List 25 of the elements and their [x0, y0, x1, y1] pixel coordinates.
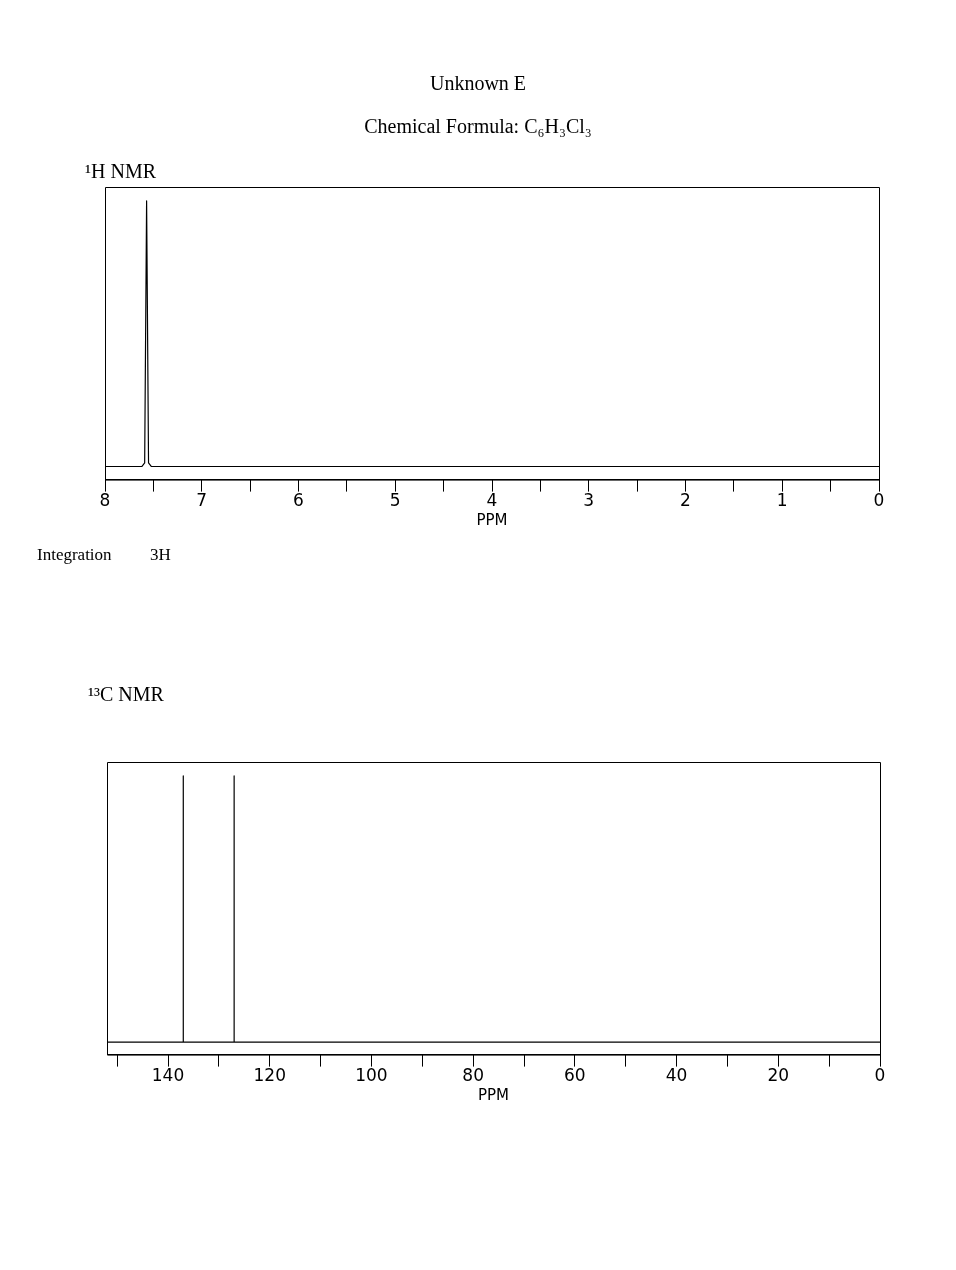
x-axis-title: PPM: [476, 510, 508, 529]
x-tick-label: 8: [99, 490, 111, 511]
x-tick-label: 0: [874, 1065, 886, 1086]
text: 3H: [150, 545, 171, 565]
x-axis-title: PPM: [477, 1085, 510, 1104]
text: Unknown E: [428, 72, 528, 95]
x-tick-label: 7: [196, 490, 208, 511]
x-tick-label: 0: [873, 490, 885, 511]
x-tick-label: 6: [293, 490, 304, 511]
x-tick-label: 2: [680, 490, 691, 511]
x-tick-label: 100: [355, 1065, 388, 1086]
text: Chemical Formula: C₆H₃Cl₃: [363, 115, 593, 138]
x-tick-label: 60: [564, 1065, 586, 1086]
x-tick-label: 20: [767, 1065, 790, 1086]
x-tick-label: 4: [486, 490, 498, 511]
x-tick-label: 140: [151, 1065, 185, 1086]
x-tick-label: 1: [776, 490, 788, 511]
x-tick-label: 40: [665, 1065, 688, 1086]
x-tick-label: 3: [583, 490, 595, 511]
chart-title: ¹³C NMR: [88, 683, 164, 706]
chart-title: ¹H NMR: [85, 160, 157, 183]
text: Integration: [37, 545, 112, 565]
x-tick-label: 5: [389, 490, 401, 511]
x-tick-label: 80: [462, 1065, 484, 1086]
x-tick-label: 120: [253, 1065, 286, 1086]
